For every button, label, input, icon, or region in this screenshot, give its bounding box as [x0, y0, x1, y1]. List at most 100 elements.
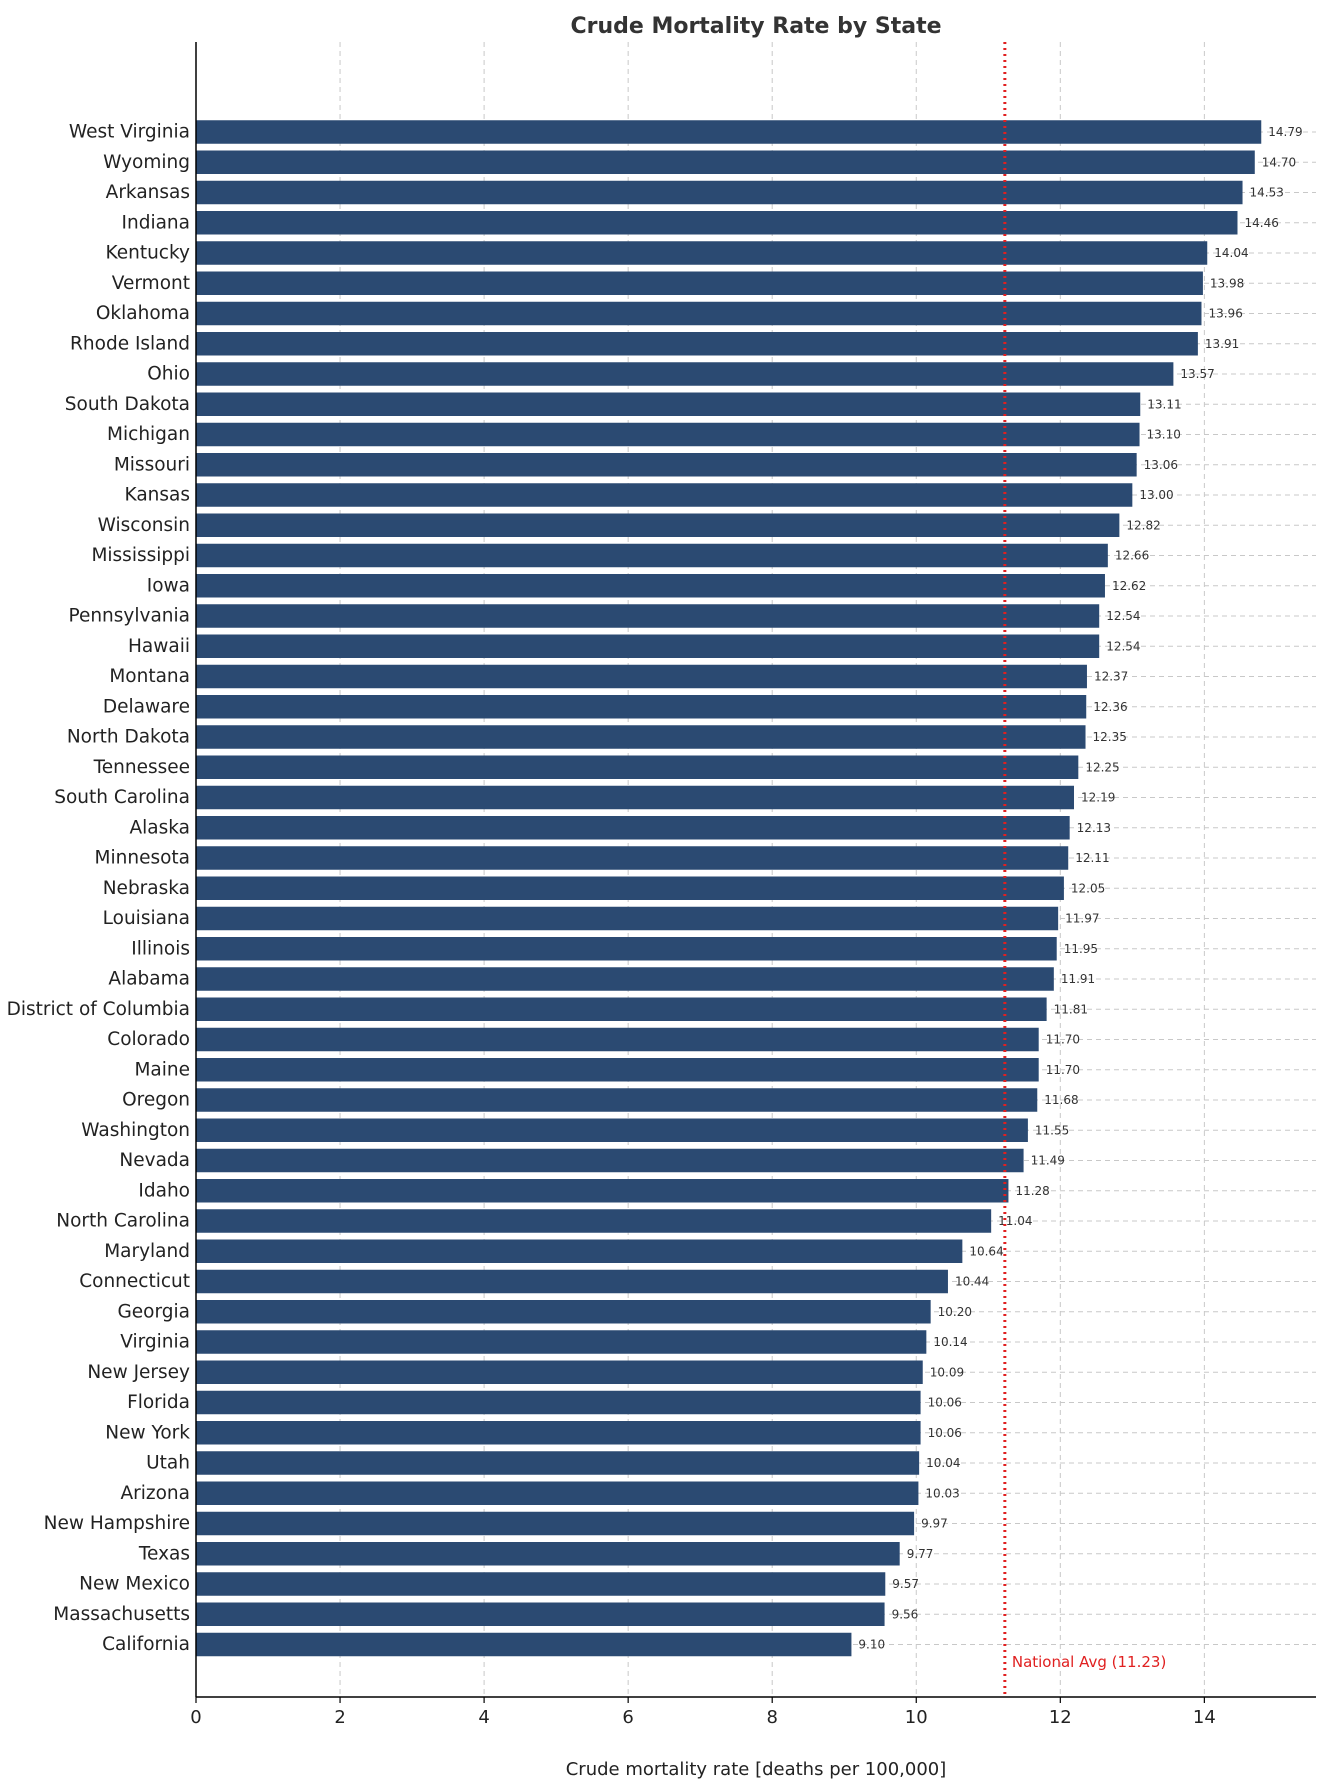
- bar-value-label: 14.70: [1262, 155, 1296, 169]
- bar-value-label: 13.96: [1208, 307, 1242, 321]
- y-tick-label: Ohio: [147, 364, 190, 385]
- y-tick-label: Idaho: [138, 1180, 190, 1201]
- bar-value-label: 12.25: [1085, 760, 1119, 774]
- bar: [196, 543, 1108, 568]
- bar: [196, 1088, 1038, 1112]
- bar-value-label: 11.70: [1046, 1063, 1080, 1077]
- y-tick-label: Minnesota: [95, 848, 190, 869]
- bar-value-label: 11.55: [1035, 1123, 1069, 1137]
- y-tick-label: Maine: [134, 1059, 190, 1080]
- y-tick-label: New York: [105, 1422, 190, 1443]
- bar-value-label: 13.57: [1180, 367, 1214, 381]
- bar-value-label: 14.79: [1268, 125, 1302, 139]
- y-tick-label: New Hampshire: [44, 1513, 190, 1534]
- y-tick-label: Rhode Island: [70, 333, 190, 354]
- bar: [196, 513, 1120, 537]
- bar-value-label: 14.04: [1214, 246, 1248, 260]
- y-tick-label: South Dakota: [65, 394, 190, 415]
- y-tick-label: Iowa: [147, 575, 190, 596]
- y-tick-label: Vermont: [112, 273, 190, 294]
- bar-value-label: 10.04: [926, 1456, 960, 1470]
- bar-value-label: 13.91: [1205, 337, 1239, 351]
- bar: [196, 937, 1057, 961]
- bar: [196, 362, 1174, 386]
- bar-value-label: 11.70: [1046, 1033, 1080, 1047]
- y-tick-label: Delaware: [103, 696, 190, 717]
- x-tick-label: 4: [478, 1707, 489, 1728]
- bar: [196, 1058, 1039, 1082]
- bar-value-label: 12.05: [1071, 881, 1105, 895]
- bar: [196, 906, 1059, 931]
- x-tick-label: 14: [1193, 1707, 1216, 1728]
- bar: [196, 392, 1141, 416]
- bar: [196, 604, 1100, 628]
- x-tick-label: 2: [334, 1707, 345, 1728]
- bar: [196, 997, 1047, 1021]
- bar: [196, 1602, 885, 1626]
- bar-value-label: 14.46: [1244, 216, 1278, 230]
- bar-value-label: 12.37: [1094, 670, 1128, 684]
- bar: [196, 1300, 931, 1324]
- bar-value-label: 14.53: [1250, 186, 1284, 200]
- bar-value-label: 9.57: [892, 1577, 919, 1591]
- bar-value-label: 13.00: [1139, 488, 1173, 502]
- bar: [196, 1360, 923, 1384]
- y-tick-label: South Carolina: [54, 787, 190, 808]
- bar: [196, 1269, 948, 1294]
- bar-value-label: 12.66: [1115, 549, 1149, 563]
- y-tick-label: North Carolina: [56, 1211, 190, 1232]
- bar-value-label: 11.49: [1031, 1154, 1065, 1168]
- bar: [196, 271, 1203, 295]
- y-tick-label: Oregon: [122, 1090, 190, 1111]
- y-tick-label: Massachusetts: [53, 1604, 190, 1625]
- bar: [196, 1209, 992, 1233]
- y-tick-label: Indiana: [122, 212, 190, 233]
- bar: [196, 150, 1255, 174]
- bar-value-label: 10.09: [930, 1365, 964, 1379]
- bar-value-label: 9.10: [858, 1638, 885, 1652]
- y-tick-label: Florida: [127, 1392, 190, 1413]
- x-axis-label: Crude mortality rate [deaths per 100,000…: [566, 1759, 947, 1780]
- y-tick-label: Montana: [109, 666, 190, 687]
- x-tick-label: 10: [905, 1707, 928, 1728]
- bar-value-label: 10.44: [955, 1275, 989, 1289]
- y-tick-label: Louisiana: [103, 908, 190, 929]
- bar-value-label: 12.62: [1112, 579, 1146, 593]
- bar-value-label: 11.28: [1015, 1184, 1049, 1198]
- y-tick-label: Connecticut: [79, 1271, 190, 1292]
- bar: [196, 1239, 963, 1263]
- bar: [196, 211, 1238, 235]
- y-tick-label: Michigan: [107, 424, 190, 445]
- bar-value-label: 11.91: [1061, 972, 1095, 986]
- bar: [196, 483, 1133, 507]
- bar-value-label: 13.06: [1144, 458, 1178, 472]
- bar: [196, 755, 1079, 779]
- x-tick-label: 12: [1049, 1707, 1072, 1728]
- y-tick-label: Colorado: [107, 1029, 190, 1050]
- bar-value-label: 12.54: [1106, 609, 1140, 623]
- bar-value-label: 13.10: [1147, 428, 1181, 442]
- y-tick-label: Illinois: [131, 938, 190, 959]
- bar: [196, 120, 1262, 144]
- bar: [196, 1632, 852, 1657]
- bar-value-label: 10.14: [933, 1335, 967, 1349]
- bar-value-label: 10.06: [928, 1426, 962, 1440]
- bar: [196, 816, 1070, 840]
- bar: [196, 1572, 886, 1596]
- bar-value-label: 9.77: [907, 1547, 934, 1561]
- bar-value-label: 11.95: [1064, 942, 1098, 956]
- y-tick-label: Oklahoma: [96, 303, 190, 324]
- y-tick-label: Washington: [81, 1120, 190, 1141]
- y-tick-label: North Dakota: [67, 727, 190, 748]
- y-tick-label: Wisconsin: [98, 515, 190, 536]
- bar: [196, 180, 1243, 205]
- bar: [196, 846, 1069, 870]
- bar: [196, 1179, 1009, 1203]
- axes-layer: West Virginia Wyoming Arkansas Indiana Kentu…: [7, 42, 1316, 1728]
- bar: [196, 725, 1086, 749]
- bar: [196, 785, 1074, 810]
- y-tick-label: Alaska: [130, 817, 191, 838]
- bar-value-label: 10.20: [938, 1305, 972, 1319]
- bar-value-label: 10.03: [925, 1486, 959, 1500]
- reference-layer: National Avg (11.23): [1003, 42, 1166, 1697]
